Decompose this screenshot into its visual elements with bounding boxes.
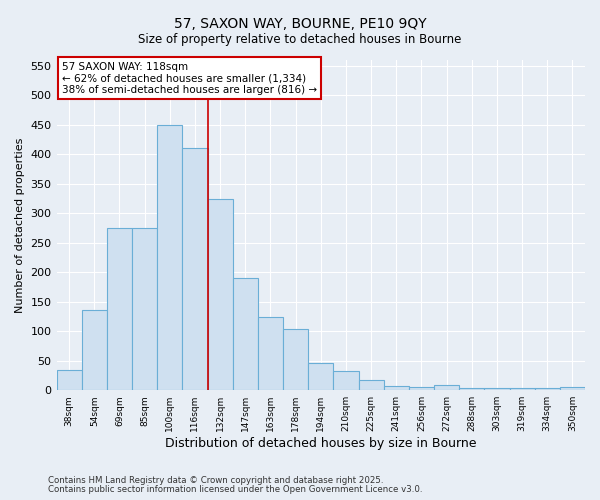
Bar bbox=[334, 370, 359, 390]
Bar bbox=[509, 388, 535, 390]
Bar bbox=[258, 316, 283, 390]
Bar bbox=[560, 388, 585, 390]
Bar bbox=[484, 388, 509, 390]
Bar bbox=[233, 278, 258, 390]
Bar bbox=[535, 388, 560, 390]
Text: 57 SAXON WAY: 118sqm
← 62% of detached houses are smaller (1,334)
38% of semi-de: 57 SAXON WAY: 118sqm ← 62% of detached h… bbox=[62, 62, 317, 95]
Bar bbox=[409, 388, 434, 390]
Bar bbox=[308, 363, 334, 390]
Bar bbox=[434, 385, 459, 390]
Bar bbox=[82, 310, 107, 390]
Bar bbox=[208, 198, 233, 390]
Bar bbox=[56, 370, 82, 390]
Bar bbox=[283, 330, 308, 390]
Text: Contains HM Land Registry data © Crown copyright and database right 2025.: Contains HM Land Registry data © Crown c… bbox=[48, 476, 383, 485]
Text: Size of property relative to detached houses in Bourne: Size of property relative to detached ho… bbox=[139, 32, 461, 46]
Bar bbox=[383, 386, 409, 390]
Y-axis label: Number of detached properties: Number of detached properties bbox=[15, 138, 25, 313]
Bar bbox=[157, 125, 182, 390]
Bar bbox=[359, 380, 383, 390]
Bar bbox=[132, 228, 157, 390]
Bar bbox=[182, 148, 208, 390]
Bar bbox=[459, 388, 484, 390]
Text: Contains public sector information licensed under the Open Government Licence v3: Contains public sector information licen… bbox=[48, 485, 422, 494]
Bar bbox=[107, 228, 132, 390]
Text: 57, SAXON WAY, BOURNE, PE10 9QY: 57, SAXON WAY, BOURNE, PE10 9QY bbox=[173, 18, 427, 32]
X-axis label: Distribution of detached houses by size in Bourne: Distribution of detached houses by size … bbox=[165, 437, 476, 450]
